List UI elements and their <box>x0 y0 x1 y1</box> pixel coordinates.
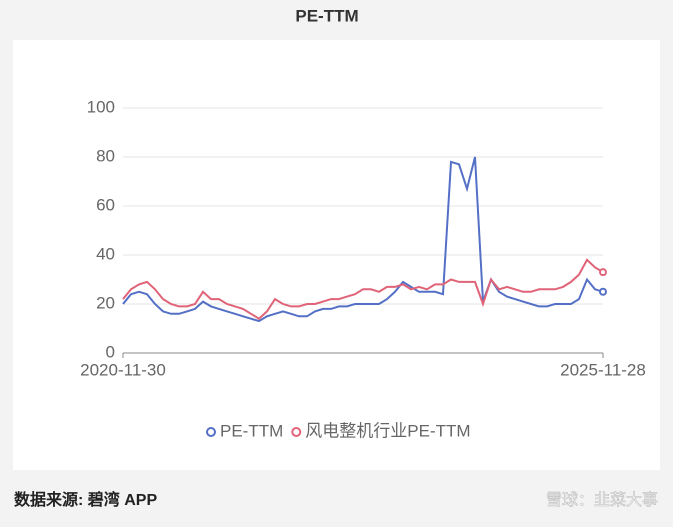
legend-label: 风电整机行业PE-TTM <box>305 421 470 440</box>
y-tick-label: 40 <box>96 244 115 263</box>
source: 数据来源: 碧湾 APP <box>14 490 157 509</box>
y-tick-label: 20 <box>96 293 115 312</box>
legend-marker <box>291 427 302 437</box>
legend-label: PE-TTM <box>220 421 283 440</box>
end-point <box>599 287 607 296</box>
y-tick-label: 60 <box>96 195 115 214</box>
y-tick-label: 100 <box>87 97 115 116</box>
series-line <box>122 156 604 323</box>
series-line <box>122 258 604 320</box>
x-tick-label: 2020-11-30 <box>80 360 166 379</box>
legend-marker <box>206 427 216 437</box>
x-tick-label: 2025-11-28 <box>560 360 646 379</box>
y-tick-label: 80 <box>96 146 115 165</box>
y-tick-label: 0 <box>106 342 115 361</box>
end-point <box>599 268 607 277</box>
chart-title: PE-TTM <box>295 6 358 25</box>
watermark: 雪球：韭菜大事 <box>546 491 658 509</box>
